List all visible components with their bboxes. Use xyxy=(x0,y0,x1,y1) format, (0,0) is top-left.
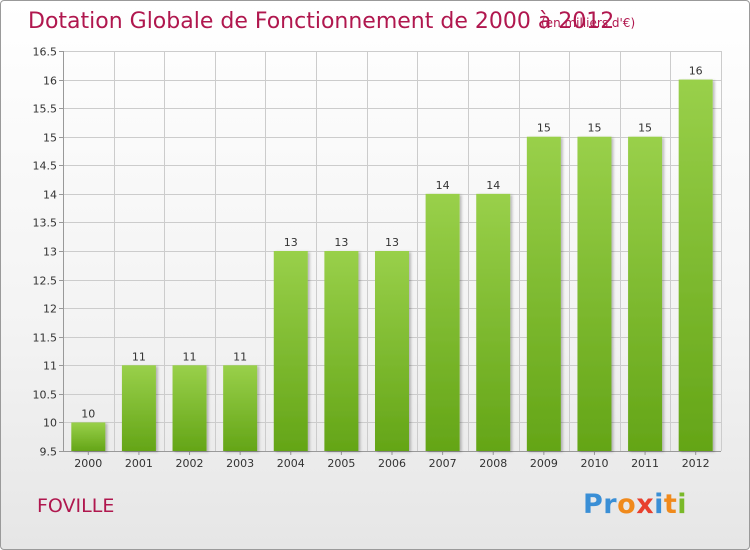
x-tick-label: 2003 xyxy=(226,457,254,470)
value-label: 15 xyxy=(638,122,652,135)
x-tick-label: 2007 xyxy=(429,457,457,470)
bar-2001 xyxy=(121,365,156,451)
y-tick-label: 14.5 xyxy=(33,160,58,173)
commune-name: FOVILLE xyxy=(37,495,115,517)
bar-2006 xyxy=(375,251,409,451)
y-tick-label: 11 xyxy=(43,360,57,373)
axes: 9.5 10 10.5 11 11.5 12 12.5 13 13.5 14 14.5 15 15.5 1… xyxy=(33,46,721,470)
x-tick-label: 2011 xyxy=(631,457,659,470)
bar-2009 xyxy=(526,136,561,451)
y-tick-label: 15 xyxy=(43,132,57,145)
y-tick-label: 9.5 xyxy=(40,446,58,459)
y-tick-label: 15.5 xyxy=(33,103,58,116)
x-tick-label: 2002 xyxy=(176,457,204,470)
bar-2007 xyxy=(425,193,460,451)
value-label: 14 xyxy=(436,179,450,192)
y-tick-label: 10 xyxy=(43,417,57,430)
chart-unit: (en milliers d'€) xyxy=(541,16,636,30)
y-tick-label: 16.5 xyxy=(33,46,58,59)
value-label: 11 xyxy=(233,350,247,363)
x-tick-label: 2008 xyxy=(479,457,507,470)
y-tick-label: 16 xyxy=(43,75,57,88)
bars xyxy=(71,79,713,452)
bar-2004 xyxy=(273,251,308,451)
value-label: 13 xyxy=(334,236,348,249)
y-tick-label: 12.5 xyxy=(33,275,58,288)
bar-2011 xyxy=(628,136,663,451)
value-label: 13 xyxy=(385,236,399,249)
x-tick-label: 2000 xyxy=(74,457,102,470)
value-label: 11 xyxy=(132,350,146,363)
bar-2008 xyxy=(476,193,511,451)
y-tick-label: 10.5 xyxy=(33,389,58,402)
bar-2010 xyxy=(577,136,612,451)
bar-2003 xyxy=(223,365,258,451)
x-tick-label: 2012 xyxy=(682,457,710,470)
x-tick-label: 2001 xyxy=(125,457,153,470)
y-tick-label: 13 xyxy=(43,246,57,259)
value-label: 16 xyxy=(689,65,703,78)
value-label: 11 xyxy=(183,350,197,363)
chart-title: Dotation Globale de Fonctionnement de 20… xyxy=(28,9,615,34)
bar-2000 xyxy=(71,422,106,451)
x-tick-label: 2010 xyxy=(580,457,608,470)
value-label: 13 xyxy=(284,236,298,249)
bar-2005 xyxy=(324,251,359,451)
bar-2002 xyxy=(172,365,207,451)
value-label: 15 xyxy=(537,122,551,135)
proxiti-logo: Proxiti xyxy=(583,489,688,520)
y-tick-label: 14 xyxy=(43,189,57,202)
y-tick-label: 11.5 xyxy=(33,332,58,345)
x-tick-label: 2004 xyxy=(277,457,305,470)
value-label: 14 xyxy=(486,179,500,192)
bar-2012 xyxy=(678,79,713,452)
y-tick-label: 12 xyxy=(43,303,57,316)
value-label: 15 xyxy=(587,122,601,135)
x-tick-label: 2005 xyxy=(327,457,355,470)
value-labels: 10 11 11 11 13 13 13 14 14 15 15 15 16 xyxy=(81,65,702,421)
x-tick-label: 2006 xyxy=(378,457,406,470)
x-tick-label: 2009 xyxy=(530,457,558,470)
y-tick-label: 13.5 xyxy=(33,217,58,230)
value-label: 10 xyxy=(81,407,95,420)
